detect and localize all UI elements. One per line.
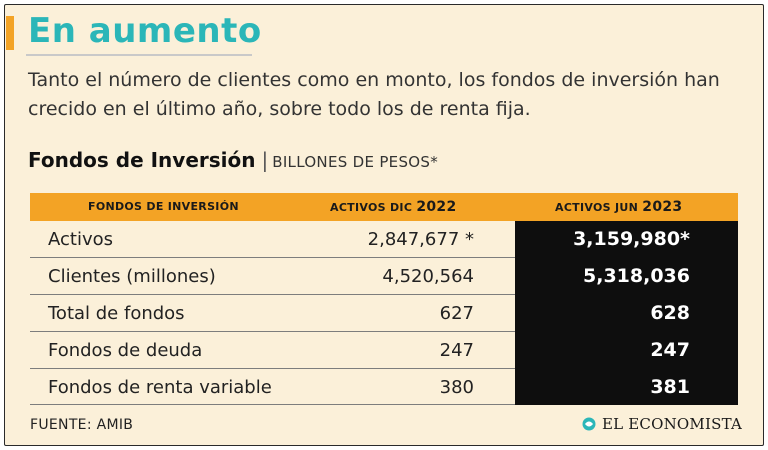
- row-label: Activos: [48, 229, 113, 250]
- table-row: Fondos de renta variable 380 381: [30, 369, 738, 406]
- row-label: Fondos de deuda: [48, 340, 203, 361]
- row-value-jun: 628: [650, 302, 690, 324]
- subtitle-text: Tanto el número de clientes como en mont…: [28, 69, 720, 120]
- section-title: Fondos de Inversión: [28, 148, 256, 172]
- column-header-jun-year: 2023: [642, 199, 683, 215]
- row-value-jun: 381: [650, 376, 690, 398]
- row-value-dec: 4,520,564: [382, 266, 474, 287]
- row-divider: [30, 404, 515, 405]
- brand-name: EL ECONOMISTA: [601, 415, 742, 433]
- row-value-jun: 247: [650, 339, 690, 361]
- row-value-dec: 2,847,677 *: [367, 229, 474, 250]
- table-row: Fondos de deuda 247 247: [30, 332, 738, 369]
- section-separator: |: [261, 148, 269, 172]
- column-header-dec-year: 2022: [416, 199, 457, 215]
- table-row: Total de fondos 627 628: [30, 295, 738, 332]
- brand-mark-icon: [582, 417, 596, 431]
- row-label: Fondos de renta variable: [48, 377, 272, 398]
- row-value-dec: 247: [439, 340, 474, 361]
- section-heading: Fondos de Inversión | BILLONES DE PESOS*: [28, 146, 438, 174]
- table-header: FONDOS DE INVERSIÓN ACTIVOS DIC 2022 ACT…: [30, 193, 738, 221]
- section-unit: BILLONES DE PESOS*: [272, 153, 438, 171]
- source-note: FUENTE: AMIB: [30, 417, 134, 433]
- row-divider: [30, 294, 515, 295]
- row-label: Total de fondos: [48, 303, 185, 324]
- row-value-jun: 5,318,036: [583, 265, 690, 287]
- column-header-dec-2022: ACTIVOS DIC 2022: [330, 193, 457, 221]
- row-divider: [30, 257, 515, 258]
- row-divider: [30, 368, 515, 369]
- column-header-jun-label: ACTIVOS JUN: [555, 201, 639, 214]
- title-underline: [26, 54, 252, 56]
- column-header-fund: FONDOS DE INVERSIÓN: [88, 200, 239, 213]
- accent-bar: [6, 16, 14, 50]
- table-row: Clientes (millones) 4,520,564 5,318,036: [30, 258, 738, 295]
- table-row: Activos 2,847,677 * 3,159,980*: [30, 221, 738, 258]
- row-value-dec: 380: [439, 377, 474, 398]
- highlight-column: [515, 221, 738, 405]
- row-label: Clientes (millones): [48, 266, 216, 287]
- row-divider: [30, 331, 515, 332]
- row-value-dec: 627: [439, 303, 474, 324]
- row-value-jun: 3,159,980*: [573, 228, 690, 250]
- page-title: En aumento: [28, 11, 262, 51]
- column-header-jun-2023: ACTIVOS JUN 2023: [515, 193, 738, 221]
- brand-logo: EL ECONOMISTA: [582, 414, 742, 434]
- column-header-dec-label: ACTIVOS DIC: [330, 201, 413, 214]
